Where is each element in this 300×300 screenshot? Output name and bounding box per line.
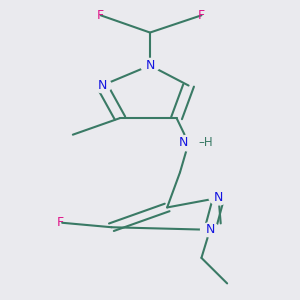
Circle shape: [201, 223, 219, 237]
Circle shape: [178, 135, 199, 151]
Text: N: N: [145, 59, 155, 72]
Circle shape: [209, 191, 228, 205]
Text: F: F: [198, 9, 205, 22]
Text: N: N: [179, 136, 188, 149]
Text: F: F: [56, 216, 64, 229]
Circle shape: [93, 79, 111, 93]
Text: F: F: [97, 9, 104, 22]
Text: N: N: [205, 223, 215, 236]
Text: N: N: [97, 79, 107, 92]
Circle shape: [141, 58, 159, 72]
Text: N: N: [214, 191, 223, 204]
Text: –H: –H: [198, 136, 213, 149]
